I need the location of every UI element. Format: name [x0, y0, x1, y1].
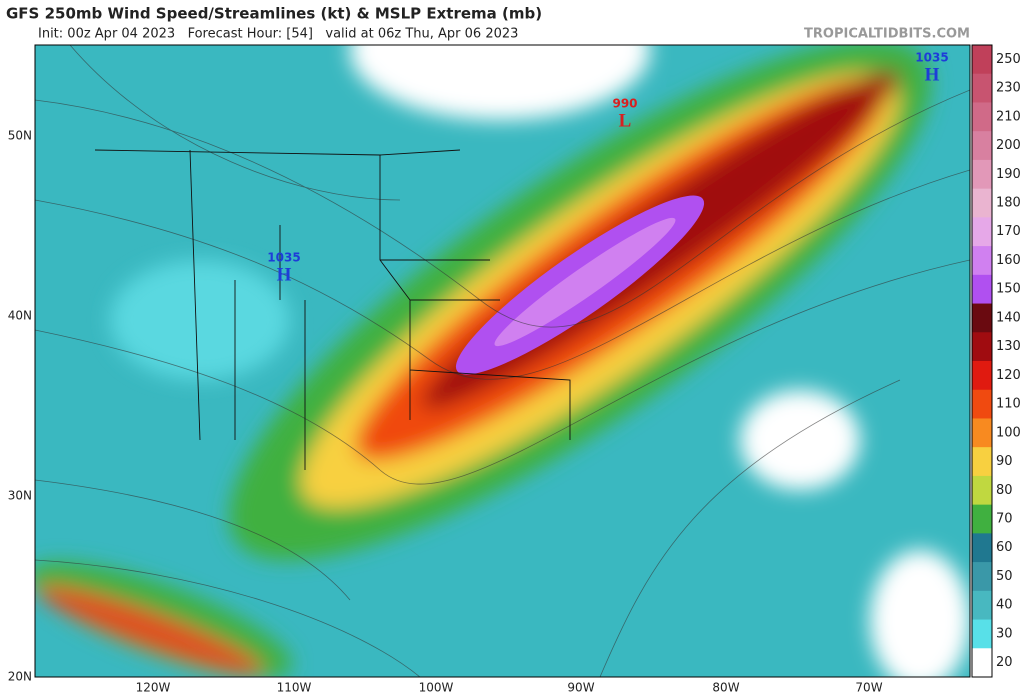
- subtitle: Init: 00z Apr 04 2023 Forecast Hour: [54…: [38, 27, 518, 42]
- colorbar-segment: [972, 332, 992, 362]
- colorbar-label: 210: [996, 109, 1021, 124]
- pressure-value: 1035: [267, 251, 300, 265]
- colorbar-frame: [971, 44, 993, 678]
- pressure-value: 990: [612, 97, 637, 111]
- longitude-label: 100W: [419, 681, 454, 695]
- latitude-label: 40N: [8, 309, 32, 323]
- colorbar-segment: [972, 274, 992, 305]
- latitude-label: 20N: [8, 670, 32, 684]
- colorbar-label: 60: [996, 540, 1013, 555]
- title: GFS 250mb Wind Speed/Streamlines (kt) & …: [6, 5, 542, 23]
- colorbar-label: 90: [996, 454, 1013, 469]
- pressure-value: 1035: [915, 51, 948, 65]
- colorbar-label: 50: [996, 569, 1013, 584]
- colorbar-segment: [972, 73, 992, 103]
- colorbar-label: 200: [996, 138, 1021, 153]
- colorbar-segment: [972, 590, 992, 621]
- colorbar-segment: [972, 533, 992, 563]
- longitude-label: 120W: [136, 681, 171, 695]
- colorbar-segment: [972, 648, 992, 678]
- latitude-label: 30N: [8, 489, 32, 503]
- colorbar-segment: [972, 562, 992, 592]
- colorbar-segment: [972, 217, 992, 247]
- pressure-letter: H: [277, 264, 292, 285]
- colorbar-segment: [972, 45, 992, 75]
- map: [35, 45, 970, 677]
- colorbar-segment: [972, 619, 992, 649]
- colorbar-segment: [972, 504, 992, 534]
- longitude-label: 80W: [712, 681, 739, 695]
- colorbar-segment: [972, 303, 992, 333]
- map-frame: [34, 44, 971, 678]
- source: TROPICALTIDBITS.COM: [804, 27, 970, 42]
- colorbar-label: 20: [996, 655, 1013, 670]
- colorbar-segment: [972, 188, 992, 218]
- colorbar-label: 80: [996, 483, 1013, 498]
- pressure-letter: L: [619, 110, 632, 131]
- colorbar-segment: [972, 102, 992, 132]
- colorbar-segment: [972, 246, 992, 276]
- colorbar-segment: [972, 447, 992, 477]
- colorbar-segment: [972, 389, 992, 419]
- colorbar-label: 150: [996, 282, 1021, 297]
- colorbar-segment: [972, 159, 992, 190]
- colorbar-label: 70: [996, 512, 1013, 527]
- colorbar-segment: [972, 475, 992, 506]
- longitude-label: 90W: [567, 681, 594, 695]
- colorbar-label: 190: [996, 167, 1021, 182]
- colorbar-segment: [972, 418, 992, 448]
- colorbar-label: 30: [996, 626, 1013, 641]
- colorbar-label: 250: [996, 52, 1021, 67]
- colorbar-label: 170: [996, 224, 1021, 239]
- colorbar-segment: [972, 361, 992, 391]
- colorbar-label: 100: [996, 425, 1021, 440]
- longitude-label: 110W: [277, 681, 312, 695]
- colorbar-label: 110: [996, 397, 1021, 412]
- pressure-letter: H: [925, 64, 940, 85]
- colorbar-label: 160: [996, 253, 1021, 268]
- colorbar-label: 230: [996, 81, 1021, 96]
- longitude-label: 70W: [855, 681, 882, 695]
- colorbar-label: 180: [996, 196, 1021, 211]
- colorbar-segment: [972, 131, 992, 161]
- colorbar-label: 40: [996, 598, 1013, 613]
- colorbar-label: 130: [996, 339, 1021, 354]
- colorbar-label: 140: [996, 310, 1021, 325]
- colorbar-label: 120: [996, 368, 1021, 383]
- latitude-label: 50N: [8, 129, 32, 143]
